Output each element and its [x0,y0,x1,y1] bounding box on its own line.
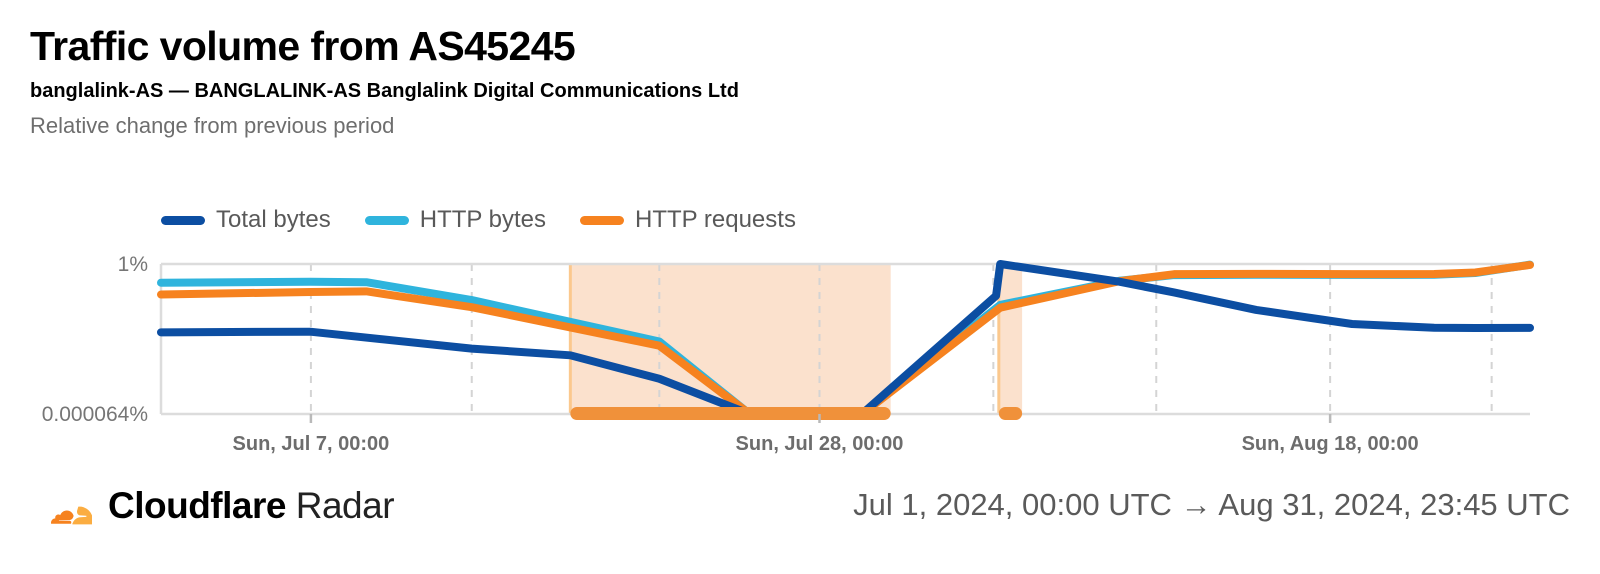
outage-band-edge [568,264,572,414]
y-tick-label: 0.000064% [42,403,148,426]
legend-item-total-bytes[interactable]: Total bytes [161,208,331,232]
cloudflare-cloud-icon [50,506,92,525]
legend-label-http-bytes: HTTP bytes [419,206,546,233]
y-axis-ticks: 1% 0.000064% [42,253,148,426]
series-line-http-bytes [157,260,1534,418]
asn-subtitle: banglalink-AS — BANGLALINK-AS Banglalink… [30,80,739,102]
chart-description: Relative change from previous period [30,113,395,138]
legend-item-http-bytes[interactable]: HTTP bytes [364,206,546,233]
legend-swatch-total-bytes [161,215,205,225]
x-tick-label: Sun, Jul 28, 00:00 [736,433,904,455]
outage-marker-bar [570,407,891,420]
brand-wordmark: Cloudflare Radar [108,484,395,526]
legend-swatch-http-requests [580,215,624,225]
outage-markers-group [570,407,1023,420]
page-title: Traffic volume from AS45245 [30,23,576,69]
brand-radar: Radar [295,484,395,526]
date-range-label: Jul 1, 2024, 00:00 UTC → Aug 31, 2024, 2… [853,487,1570,522]
chart-legend: Total bytes HTTP bytes HTTP requests [161,208,796,232]
series-line-total-bytes [157,260,1534,418]
legend-label-http-requests: HTTP requests [635,206,796,233]
chart-footer: Cloudflare Radar Jul 1, 2024, 00:00 UTC … [0,482,1600,552]
gridlines-group [309,264,1493,414]
y-tick-label: 1% [118,253,148,276]
legend-swatch-http-bytes [364,215,409,225]
plot-frame [159,262,1530,416]
x-tick-label: Sun, Jul 7, 00:00 [233,433,390,455]
brand-cloudflare: Cloudflare [108,484,286,526]
outage-marker-bar [998,407,1023,420]
cloudflare-radar-brand[interactable]: Cloudflare Radar [30,482,395,528]
outage-band [998,264,1023,414]
legend-label-total-bytes: Total bytes [216,206,331,233]
x-tick-label: Sun, Aug 18, 00:00 [1242,433,1419,455]
x-axis-ticks: Sun, Jul 7, 00:00 Sun, Jul 28, 00:00 Sun, … [233,414,1419,455]
legend-item-http-requests[interactable]: HTTP requests [580,208,796,232]
series-line-http-requests [157,260,1534,418]
outage-band-edge [997,264,1001,414]
outage-bands-group [568,264,1023,414]
outage-band [570,264,891,414]
series-group [157,260,1534,418]
chart-header: Traffic volume from AS45245 banglalink-A… [30,26,1570,138]
